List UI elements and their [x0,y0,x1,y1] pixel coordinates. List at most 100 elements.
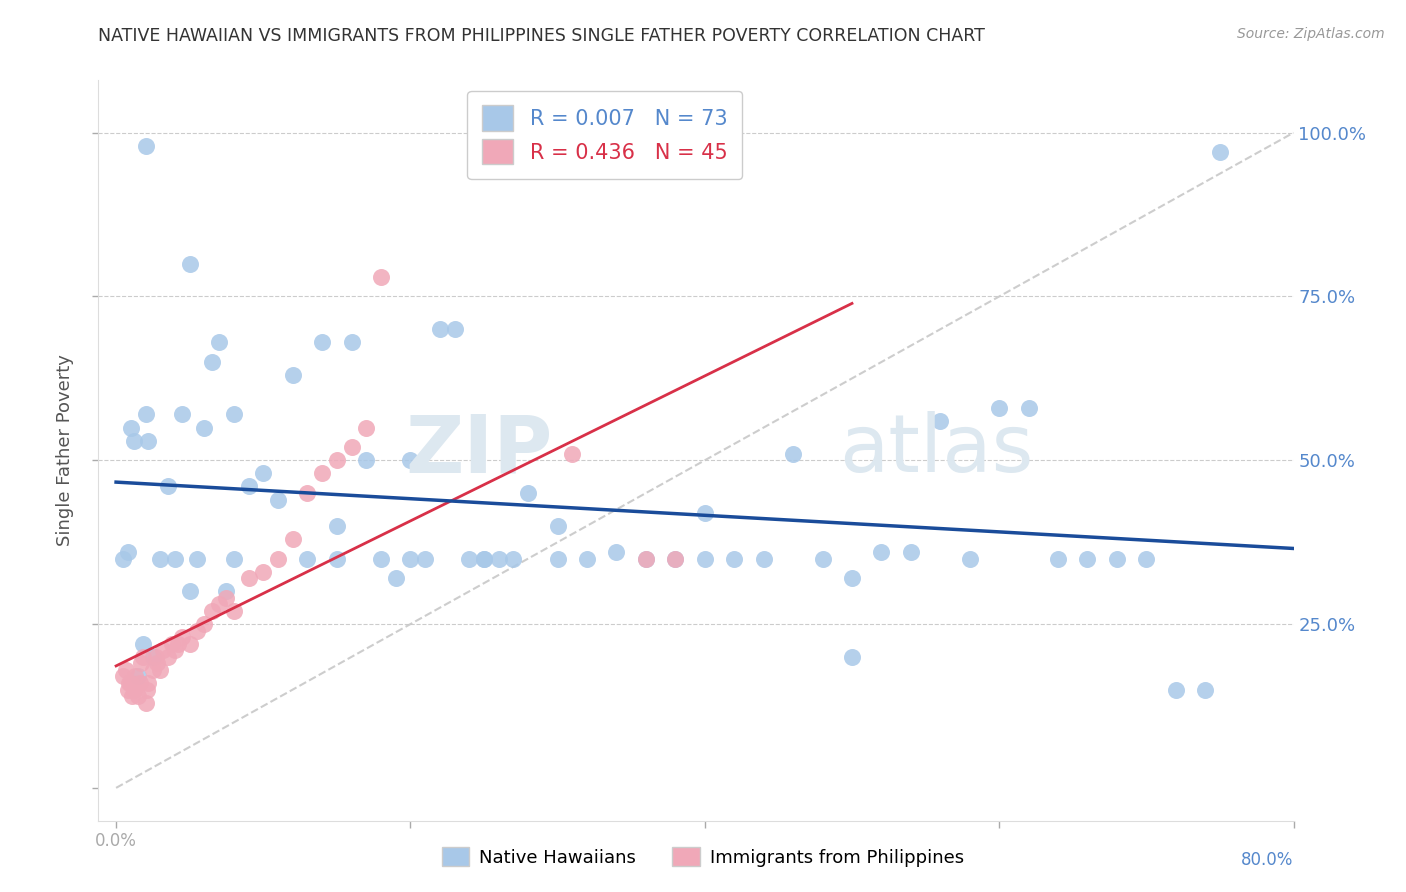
Point [267,492,290,507]
Point [723,551,745,566]
Point [576,551,599,566]
Point [142,649,165,664]
Point [429,322,451,336]
Point [238,571,260,585]
Point [208,598,231,612]
Point [458,551,481,566]
Point [841,649,863,664]
Point [186,624,208,638]
Point [561,447,583,461]
Point [399,551,422,566]
Legend: R = 0.007   N = 73, R = 0.436   N = 45: R = 0.007 N = 73, R = 0.436 N = 45 [467,91,742,179]
Point [340,440,363,454]
Point [326,453,349,467]
Point [127,669,149,683]
Point [252,467,274,481]
Point [163,551,186,566]
Point [488,551,510,566]
Point [1076,551,1098,566]
Point [120,420,142,434]
Point [752,551,775,566]
Point [131,637,153,651]
Point [156,649,179,664]
Point [988,401,1011,415]
Point [1194,682,1216,697]
Point [297,486,319,500]
Point [311,335,333,350]
Point [179,257,201,271]
Point [1018,401,1040,415]
Point [370,551,392,566]
Point [841,571,863,585]
Text: ZIP: ZIP [405,411,553,490]
Point [1135,551,1157,566]
Point [122,682,145,697]
Point [634,551,657,566]
Point [1047,551,1070,566]
Point [1209,145,1232,160]
Point [163,643,186,657]
Point [634,551,657,566]
Point [664,551,686,566]
Point [118,676,141,690]
Point [370,269,392,284]
Point [160,637,183,651]
Point [811,551,834,566]
Point [117,682,139,697]
Point [605,545,627,559]
Point [121,689,143,703]
Point [252,565,274,579]
Point [115,663,138,677]
Point [138,434,160,448]
Point [120,676,142,690]
Point [208,335,231,350]
Point [186,551,208,566]
Text: Source: ZipAtlas.com: Source: ZipAtlas.com [1237,27,1385,41]
Point [693,551,716,566]
Text: 80.0%: 80.0% [1241,851,1294,869]
Point [193,420,215,434]
Point [502,551,524,566]
Point [136,682,159,697]
Point [222,408,245,422]
Point [1164,682,1187,697]
Point [145,649,167,664]
Point [472,551,495,566]
Point [134,138,156,153]
Point [356,453,378,467]
Point [193,617,215,632]
Point [1105,551,1128,566]
Point [142,663,165,677]
Point [112,669,135,683]
Point [172,630,194,644]
Point [222,604,245,618]
Point [222,551,245,566]
Text: atlas: atlas [839,411,1033,490]
Point [124,669,146,683]
Point [112,551,135,566]
Point [384,571,406,585]
Point [900,545,922,559]
Point [127,689,149,703]
Point [959,551,981,566]
Point [146,657,169,671]
Point [149,551,172,566]
Point [201,355,224,369]
Point [138,676,160,690]
Point [179,637,201,651]
Point [413,551,436,566]
Point [179,584,201,599]
Point [399,453,422,467]
Point [297,551,319,566]
Point [134,408,156,422]
Point [156,479,179,493]
Point [152,643,174,657]
Point [281,532,304,546]
Point [517,486,540,500]
Point [547,551,569,566]
Y-axis label: Single Father Poverty: Single Father Poverty [56,354,75,547]
Point [326,518,349,533]
Point [664,551,686,566]
Point [356,420,378,434]
Point [167,637,190,651]
